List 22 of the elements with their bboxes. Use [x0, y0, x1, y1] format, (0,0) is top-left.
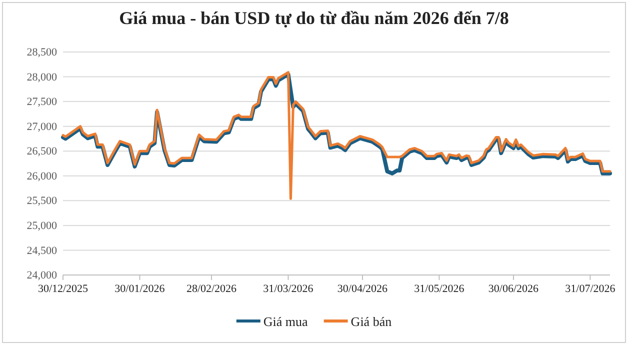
- x-tick-label: 31/03/2026: [263, 282, 314, 295]
- legend-label: Giá bán: [350, 314, 392, 329]
- legend-label: Giá mua: [263, 314, 308, 329]
- y-tick-label: 28,500: [26, 46, 58, 59]
- y-tick-label: 26,000: [26, 170, 58, 182]
- y-tick-label: 24,000: [26, 270, 58, 282]
- x-tick-label: 31/05/2026: [414, 282, 465, 295]
- y-tick-label: 25,000: [26, 220, 58, 232]
- x-tick-label: 30/06/2026: [488, 282, 540, 295]
- line-series: [62, 71, 612, 200]
- y-tick-label: 27,000: [26, 120, 58, 133]
- chart-title: Giá mua - bán USD tự do từ đầu năm 2026 đến 7/8: [119, 8, 509, 28]
- x-tick-label: 30/04/2026: [337, 282, 388, 295]
- y-tick-label: 26,500: [26, 146, 58, 158]
- y-tick-label: 25,500: [26, 195, 58, 208]
- y-tick-label: 24,500: [26, 244, 58, 257]
- x-tick-label: 31/07/2026: [565, 282, 616, 295]
- y-tick-label: 27,500: [26, 96, 58, 108]
- x-tick-label: 30/12/2025: [38, 282, 89, 295]
- x-tick-label: 30/01/2026: [114, 282, 166, 295]
- x-tick-label: 28/02/2026: [186, 282, 238, 295]
- y-tick-label: 28,000: [26, 71, 58, 84]
